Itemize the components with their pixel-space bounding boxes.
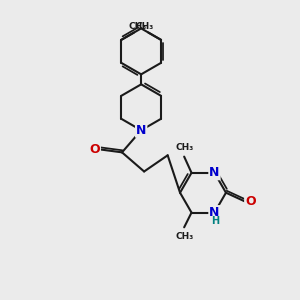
Text: CH₃: CH₃ <box>136 22 154 31</box>
Text: N: N <box>136 124 146 137</box>
Text: CH₃: CH₃ <box>175 143 193 152</box>
Text: O: O <box>89 143 100 156</box>
Text: CH₃: CH₃ <box>129 22 147 31</box>
Text: H: H <box>211 216 219 226</box>
Text: N: N <box>209 206 220 219</box>
Text: O: O <box>245 195 256 208</box>
Text: CH₃: CH₃ <box>175 232 193 241</box>
Text: N: N <box>209 166 220 179</box>
